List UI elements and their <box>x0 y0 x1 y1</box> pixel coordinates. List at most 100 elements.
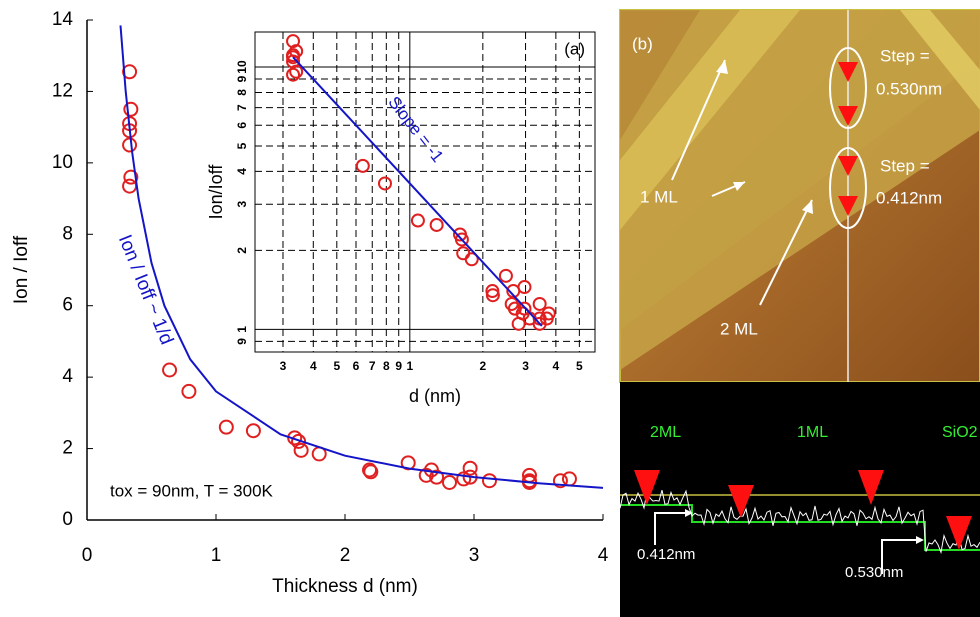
y-tick-label: 2 <box>62 438 73 459</box>
panel-label: (a) <box>564 39 585 58</box>
arrow <box>654 512 685 545</box>
step-height: 0.530nm <box>876 79 942 98</box>
x-axis-label: Thickness d (nm) <box>272 576 418 597</box>
fit-line <box>292 56 543 327</box>
x-tick-label: 2 <box>340 545 351 566</box>
arrowhead <box>733 182 745 191</box>
y-tick-label: 6 <box>62 295 73 316</box>
point <box>289 64 304 79</box>
step-label: Step = <box>880 156 930 175</box>
step-marker <box>829 147 867 229</box>
step-height: 0.412nm <box>876 188 942 207</box>
point <box>517 280 532 295</box>
x-tick-label: 6 <box>353 359 360 373</box>
y-tick-label: 6 <box>235 122 249 129</box>
y-tick-label: 8 <box>235 89 249 96</box>
point <box>123 169 139 185</box>
cursor <box>838 156 858 176</box>
y-tick-label: 10 <box>235 60 249 74</box>
point <box>181 383 197 399</box>
y-tick-label: 9 <box>235 338 249 345</box>
arrow <box>881 539 916 574</box>
point <box>456 471 472 487</box>
x-tick-label: 7 <box>369 359 376 373</box>
fit-line <box>119 25 604 489</box>
point <box>464 252 479 267</box>
point <box>122 64 138 80</box>
cursor <box>858 470 884 505</box>
point <box>481 473 497 489</box>
plot-area <box>254 31 596 353</box>
arrow <box>759 199 813 306</box>
y-tick-label: 2 <box>235 247 249 254</box>
point <box>355 158 370 173</box>
arrowhead <box>685 509 693 517</box>
point <box>561 471 577 487</box>
y-tick-label: 7 <box>235 104 249 111</box>
y-tick-label: 4 <box>62 366 73 387</box>
y-tick-label: 14 <box>52 9 74 30</box>
step-label: 0.412nm <box>637 546 695 563</box>
x-tick-label: 2 <box>479 359 486 373</box>
step-label: Step = <box>880 46 930 65</box>
x-tick-label: 3 <box>469 545 480 566</box>
arrowhead <box>716 60 728 74</box>
point <box>122 178 138 194</box>
y-tick-label: 0 <box>62 509 73 530</box>
region-label: 1ML <box>797 424 828 441</box>
y-tick-label: 8 <box>62 223 73 244</box>
point <box>532 296 547 311</box>
x-axis-label: d (nm) <box>409 386 461 406</box>
point <box>286 67 301 82</box>
point <box>363 464 379 480</box>
x-tick-label: 0 <box>82 545 93 566</box>
arrow <box>671 59 726 181</box>
region-label: SiO2 <box>942 424 978 441</box>
point <box>498 268 513 283</box>
point <box>377 176 392 191</box>
point <box>485 288 500 303</box>
point <box>293 442 309 458</box>
y-tick-label: 9 <box>235 75 249 82</box>
point <box>123 101 139 117</box>
step-marker <box>829 47 867 129</box>
x-tick-label: 1 <box>211 545 222 566</box>
point <box>410 213 425 228</box>
point <box>162 362 178 378</box>
layer-label: 1 ML <box>640 187 678 206</box>
afm-panel: (b) Step = 0.530nm Step = 0.412nm 1 ML 2… <box>619 9 980 617</box>
y-tick-label: 12 <box>52 80 73 101</box>
point <box>218 419 234 435</box>
point <box>429 469 445 485</box>
y-tick-label: 5 <box>235 142 249 149</box>
x-tick-label: 8 <box>383 359 390 373</box>
cursor <box>728 485 754 518</box>
profile-panel <box>620 382 980 617</box>
cursor <box>838 62 858 82</box>
x-tick-label: 5 <box>576 359 583 373</box>
point <box>454 232 469 247</box>
x-tick-label: 3 <box>280 359 287 373</box>
x-tick-label: 1 <box>406 359 413 373</box>
x-tick-label: 4 <box>310 359 317 373</box>
point <box>429 217 444 232</box>
step-label: 0.530nm <box>845 564 903 581</box>
arrowhead <box>802 200 813 214</box>
x-tick-label: 5 <box>333 359 340 373</box>
point <box>245 423 261 439</box>
panel-label: (b) <box>632 34 653 53</box>
y-axis-label: Ion / Ioff <box>11 235 32 304</box>
annotation: tox = 90nm, T = 300K <box>110 481 274 500</box>
point <box>541 306 556 321</box>
y-tick-label: 4 <box>235 168 249 175</box>
cursor <box>946 516 972 550</box>
point <box>362 462 378 478</box>
point <box>286 50 301 65</box>
point <box>552 473 568 489</box>
height-profile <box>619 489 980 555</box>
point <box>462 460 478 476</box>
y-tick-label: 3 <box>235 201 249 208</box>
layer-label: 2 ML <box>720 319 758 338</box>
